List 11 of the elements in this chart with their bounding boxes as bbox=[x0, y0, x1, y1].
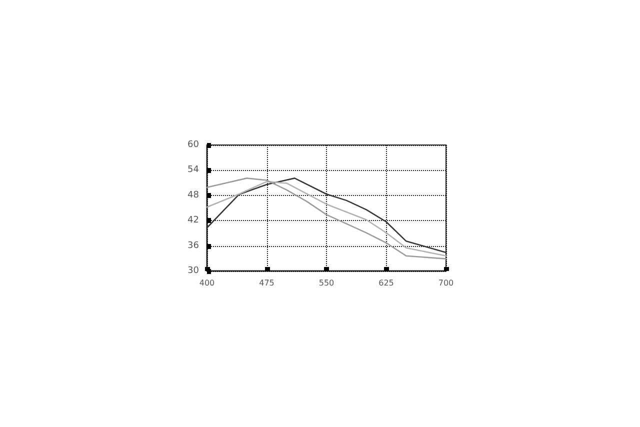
y-tick-label: 42 bbox=[188, 216, 199, 226]
x-tick-label: 550 bbox=[318, 278, 334, 288]
y-tick-label: 48 bbox=[188, 190, 200, 200]
x-tick-label: 700 bbox=[438, 278, 454, 288]
y-tick-label: 36 bbox=[188, 240, 200, 251]
y-tick-label: 30 bbox=[188, 266, 200, 276]
x-tick-label: 475 bbox=[259, 278, 274, 288]
x-tick-label: 625 bbox=[378, 278, 394, 288]
y-tick-label: 60 bbox=[188, 140, 200, 150]
y-tick-label: 54 bbox=[188, 165, 200, 176]
x-tick-label: 400 bbox=[199, 278, 215, 288]
